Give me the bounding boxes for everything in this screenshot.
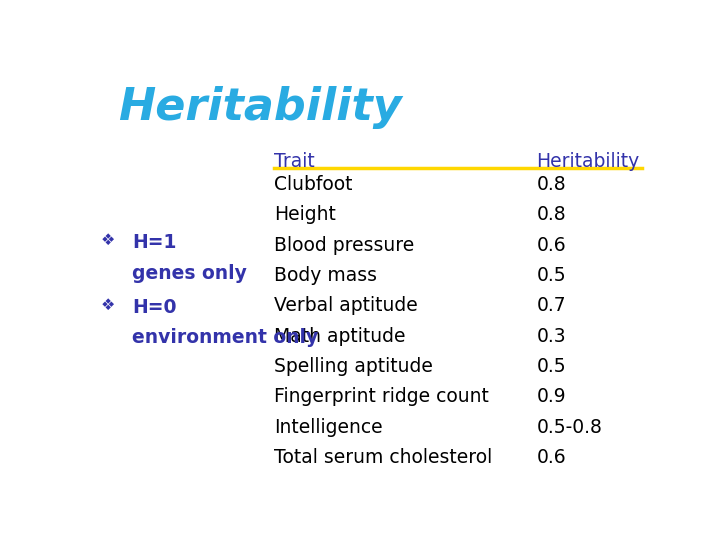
Text: ❖: ❖: [101, 233, 115, 248]
Text: Heritability: Heritability: [118, 85, 402, 129]
Text: Intelligence: Intelligence: [274, 418, 383, 437]
Text: Trait: Trait: [274, 152, 315, 171]
Text: 0.6: 0.6: [536, 448, 566, 467]
Text: 0.5-0.8: 0.5-0.8: [536, 418, 602, 437]
Text: genes only: genes only: [132, 264, 247, 282]
Text: 0.7: 0.7: [536, 296, 566, 315]
Text: H=0: H=0: [132, 298, 176, 316]
Text: 0.5: 0.5: [536, 266, 566, 285]
Text: Spelling aptitude: Spelling aptitude: [274, 357, 433, 376]
Text: 0.8: 0.8: [536, 175, 566, 194]
Text: Heritability: Heritability: [536, 152, 639, 171]
Text: environment only: environment only: [132, 328, 318, 347]
Text: ❖: ❖: [101, 298, 115, 313]
Text: 0.3: 0.3: [536, 327, 566, 346]
Text: Math aptitude: Math aptitude: [274, 327, 405, 346]
Text: Clubfoot: Clubfoot: [274, 175, 353, 194]
Text: Total serum cholesterol: Total serum cholesterol: [274, 448, 492, 467]
Text: Height: Height: [274, 205, 336, 224]
Text: Blood pressure: Blood pressure: [274, 235, 415, 255]
Text: Body mass: Body mass: [274, 266, 377, 285]
Text: 0.8: 0.8: [536, 205, 566, 224]
Text: Fingerprint ridge count: Fingerprint ridge count: [274, 388, 489, 407]
Text: Verbal aptitude: Verbal aptitude: [274, 296, 418, 315]
Text: 0.6: 0.6: [536, 235, 566, 255]
Text: 0.5: 0.5: [536, 357, 566, 376]
Text: 0.9: 0.9: [536, 388, 566, 407]
Text: H=1: H=1: [132, 233, 176, 252]
